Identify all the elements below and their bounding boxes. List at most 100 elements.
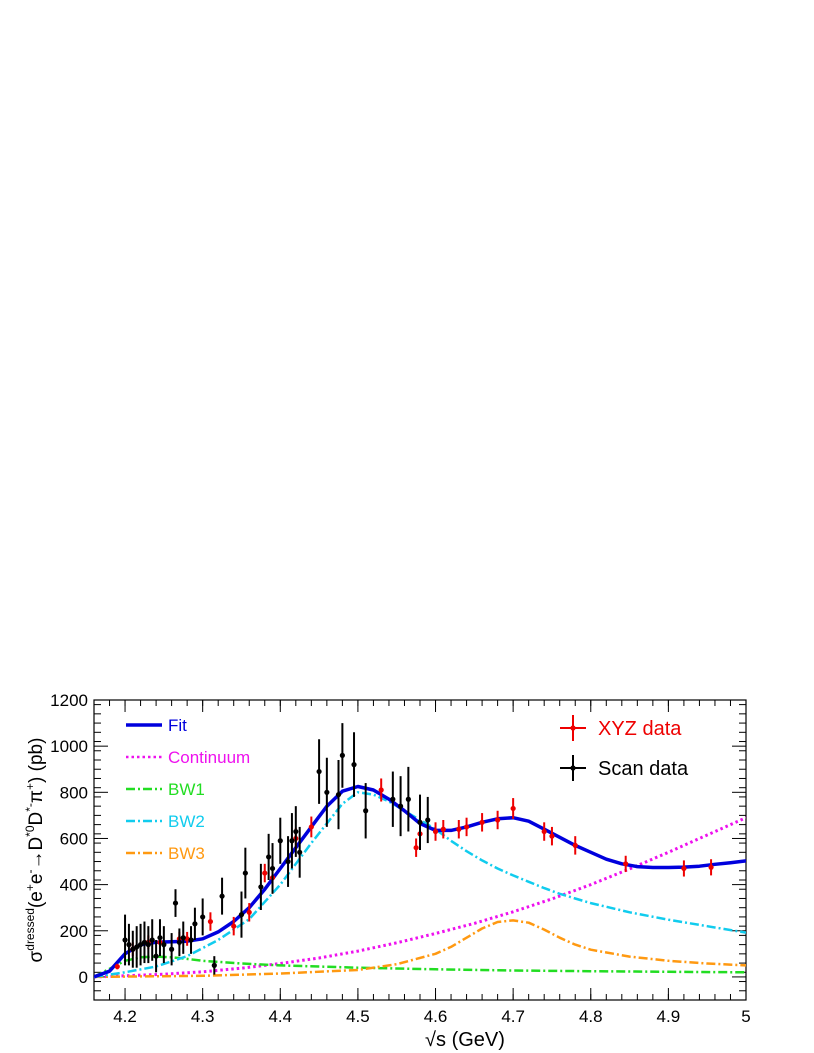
legend-label-xyz-data: XYZ data <box>598 718 682 740</box>
xyz-data-point <box>456 820 462 839</box>
xyz-data-marker <box>495 817 501 823</box>
scan-data-marker <box>324 789 330 795</box>
xyz-data-point <box>479 813 485 832</box>
scan-data-point <box>242 847 248 899</box>
x-tick-label: 4.8 <box>579 1007 603 1026</box>
scan-data-marker <box>293 828 299 835</box>
scan-data-point <box>397 776 404 837</box>
xyz-data-marker <box>510 805 516 812</box>
scan-data-point <box>238 891 245 938</box>
scan-data-marker <box>145 942 151 948</box>
axis-ticks: 4.2 4.3 4.4 4.5 4.6 4.7 4.8 4.9 5 0 200 400 600 800 10… <box>50 691 751 1026</box>
scan-data-marker <box>122 937 128 943</box>
x-tick-label: 4.9 <box>657 1007 681 1026</box>
scan-data-marker <box>153 953 159 959</box>
scan-data-point <box>126 923 132 966</box>
scan-data-point <box>258 863 264 910</box>
legend-right: XYZ data Scan data <box>560 715 689 781</box>
bw2-curve <box>94 791 746 979</box>
xyz-data-marker <box>378 787 384 793</box>
legend-label-fit: Fit <box>168 716 187 735</box>
scan-data-point <box>122 914 128 966</box>
x-axis-label: √s (GeV) <box>425 1029 505 1051</box>
scan-data-marker <box>200 914 206 920</box>
xlabel-unit: (GeV) <box>446 1029 505 1051</box>
scan-data-marker <box>242 870 248 876</box>
scan-data-marker <box>289 838 295 844</box>
scan-data-point <box>176 928 182 957</box>
scan-data-point <box>172 889 179 917</box>
legend-label-bw3: BW3 <box>168 844 205 863</box>
scan-data-point <box>285 836 291 887</box>
scan-data-marker <box>176 939 182 945</box>
x-tick-label: 4.5 <box>346 1007 370 1026</box>
scan-data-marker <box>335 792 342 798</box>
scan-data-point <box>153 940 159 973</box>
xlabel-root: √ <box>425 1029 436 1051</box>
legend-label-continuum: Continuum <box>168 748 250 767</box>
scan-data-point <box>335 760 342 830</box>
scan-data-marker <box>172 900 179 906</box>
ylabel-eminus-sup: - <box>23 870 37 874</box>
x-tick-label: 4.3 <box>191 1007 215 1026</box>
xyz-data-point <box>463 817 470 837</box>
xyz-data-point <box>114 963 120 970</box>
ylabel-process-open: (e <box>26 891 47 908</box>
legend-marker-dot <box>570 765 576 771</box>
scan-data-point <box>188 926 194 954</box>
scan-data-point <box>134 926 140 968</box>
scan-data-point <box>130 930 136 968</box>
bw3-curve <box>94 919 746 979</box>
scan-data-marker <box>188 937 194 943</box>
xyz-data-point <box>246 903 252 922</box>
x-tick-label: 4.2 <box>113 1007 137 1026</box>
scan-data-marker <box>141 939 148 945</box>
scan-data-marker <box>269 865 276 872</box>
xyz-data-marker <box>708 864 714 870</box>
ylabel-e2: e <box>26 874 47 885</box>
scan-data-marker <box>137 942 144 948</box>
scan-data-marker <box>238 912 245 918</box>
ylabel-d2: D <box>26 812 47 826</box>
scan-data-point <box>266 833 272 880</box>
scan-data-marker <box>397 803 404 809</box>
xyz-data-marker <box>456 826 462 832</box>
xyz-data-marker <box>231 923 237 929</box>
y-axis-label: σdressed(e+e-→D*0D*-π+) (pb) <box>23 738 47 963</box>
scan-data-point <box>405 766 411 832</box>
xyz-data-marker <box>549 833 555 839</box>
xyz-data-marker <box>463 824 470 830</box>
ylabel-sigma: σ <box>26 950 47 962</box>
scan-data-marker <box>149 937 155 943</box>
scan-data-point <box>211 956 217 975</box>
xyz-data-point <box>510 798 516 819</box>
scan-data-marker <box>363 808 369 814</box>
data-points <box>114 723 714 975</box>
scan-data-marker <box>219 893 225 899</box>
scan-data-point <box>351 732 357 797</box>
scan-data-marker <box>316 768 322 775</box>
scan-data-point <box>157 919 163 957</box>
xyz-data-marker <box>413 845 419 851</box>
scan-data-point <box>277 817 283 864</box>
ylabel-dstarminus-sup: *- <box>23 803 37 812</box>
xyz-data-marker <box>432 828 439 835</box>
scan-data-marker <box>339 752 345 758</box>
bw1-curve <box>94 955 746 979</box>
xyz-data-point <box>432 822 439 841</box>
scan-data-point <box>169 933 175 966</box>
scan-data-marker <box>134 944 140 950</box>
scan-data-point <box>161 926 167 964</box>
scan-data-marker <box>277 838 283 844</box>
ylabel-dstar0-sup: *0 <box>23 825 37 837</box>
y-tick-label: 600 <box>60 829 88 848</box>
ylabel-superscript: dressed <box>23 908 37 951</box>
xyz-data-point <box>572 836 578 855</box>
scan-data-point <box>324 757 330 827</box>
ylabel-arrow: →D <box>26 837 47 870</box>
y-tick-label: 800 <box>60 783 88 802</box>
legend-label-bw1: BW1 <box>168 780 205 799</box>
y-tick-label: 0 <box>79 968 88 987</box>
scan-data-point <box>145 926 151 964</box>
